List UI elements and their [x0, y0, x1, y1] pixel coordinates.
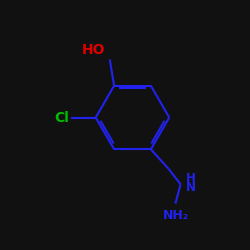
Text: Cl: Cl — [54, 110, 70, 124]
Text: N: N — [186, 181, 196, 194]
Text: H: H — [186, 172, 196, 185]
Text: NH₂: NH₂ — [163, 209, 189, 222]
Text: HO: HO — [82, 43, 106, 57]
